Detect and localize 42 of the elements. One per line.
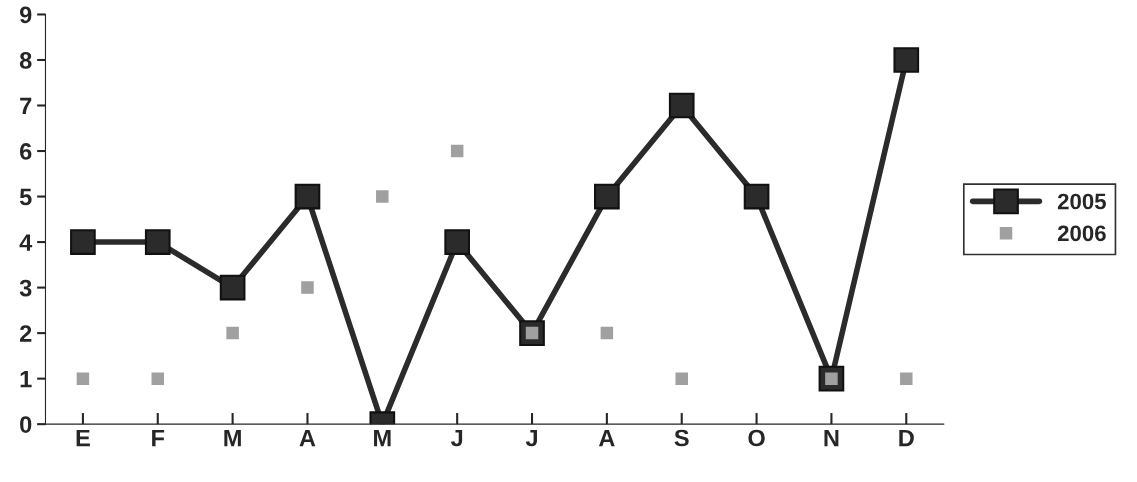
point [226,326,239,340]
y-tick-label: 0 [20,416,32,433]
y-tick-label: 8 [19,52,32,69]
y-tick-label: 6 [20,143,32,160]
x-tick-label: N [824,429,839,447]
y-tick-label: 3 [19,279,32,297]
point [743,183,770,210]
legend-label: 2005 [1057,193,1106,210]
point [444,229,471,255]
point [450,144,464,158]
x-tick-label: A [299,429,316,447]
x-tick-label: S [674,429,689,447]
point [675,372,688,385]
point [301,281,314,294]
point [376,190,389,203]
point [144,229,171,255]
y-tick-label: 5 [19,188,32,206]
x-tick-label: O [748,429,765,447]
legend-label: 2006 [1057,225,1106,242]
x-tick-label: J [525,429,537,447]
y-tick-label: 4 [19,234,33,251]
point [219,274,246,301]
y-tick-label: 2 [19,325,32,342]
point [600,326,614,340]
point [294,183,321,210]
y-tick-label: 1 [20,370,32,388]
point [70,229,96,255]
y-tick-label: 9 [19,6,32,24]
x-tick-label: M [224,429,241,447]
point [151,372,165,385]
point [594,183,620,210]
point [668,92,695,119]
x-tick-label: E [76,429,90,447]
x-tick-label: A [598,429,615,447]
x-tick-label: M [374,429,391,447]
x-tick-label: D [899,429,914,447]
point [900,372,913,385]
y-tick-label: 7 [20,97,32,115]
x-tick-label: F [152,429,165,447]
x-tick-label: J [450,429,463,447]
point [893,47,920,73]
point [76,372,90,385]
